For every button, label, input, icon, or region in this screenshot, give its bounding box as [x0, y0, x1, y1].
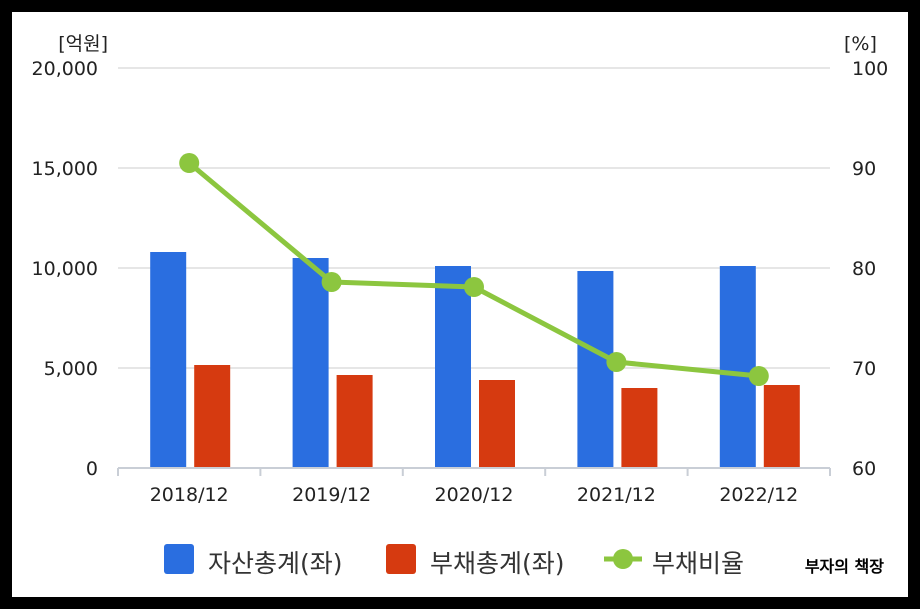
legend-swatch [386, 544, 416, 574]
watermark: 부자의 책장 [804, 557, 884, 576]
bar [719, 266, 756, 468]
line-layer [179, 153, 769, 386]
x-tick-label: 2019/12 [292, 484, 371, 506]
left-tick-label: 15,000 [32, 158, 98, 180]
chart-frame: 0 60 5,000 70 10,000 80 15,000 90 20,000 100 2018/… [12, 12, 908, 597]
legend-marker [613, 549, 633, 569]
left-tick-label: 10,000 [32, 258, 98, 280]
right-tick-label: 90 [852, 158, 876, 180]
bar [435, 266, 471, 468]
x-tick-label: 2020/12 [435, 484, 514, 506]
ratio-point [321, 272, 342, 292]
bar [763, 385, 800, 468]
left-axis-unit: [억원] [58, 33, 108, 55]
bar [336, 375, 373, 468]
bar [292, 258, 329, 468]
bar [479, 380, 515, 468]
legend-label: 부채총계(좌) [430, 549, 565, 578]
left-tick-label: 20,000 [32, 58, 98, 80]
legend: 자산총계(좌) 부채총계(좌) 부채비율 [164, 544, 744, 578]
x-tick-label: 2018/12 [150, 484, 229, 506]
legend-label: 자산총계(좌) [208, 549, 343, 578]
ratio-point [179, 153, 200, 173]
axis-layer: 0 60 5,000 70 10,000 80 15,000 90 20,000 100 2018/… [32, 58, 889, 506]
right-tick-label: 100 [852, 58, 888, 80]
x-tick-label: 2021/12 [577, 484, 656, 506]
x-tick-label: 2022/12 [719, 484, 798, 506]
chart-svg: 0 60 5,000 70 10,000 80 15,000 90 20,000 100 2018/… [32, 33, 889, 578]
right-tick-label: 80 [852, 258, 876, 280]
bar [150, 252, 187, 468]
legend-swatch [164, 544, 194, 574]
right-tick-label: 70 [852, 358, 876, 380]
right-tick-label: 60 [852, 458, 876, 480]
bar-layer [150, 252, 800, 468]
bar [577, 271, 614, 468]
ratio-point [606, 352, 627, 372]
bar [194, 365, 231, 468]
legend-label: 부채비율 [652, 549, 744, 578]
grid-layer [118, 67, 830, 369]
left-tick-label: 5,000 [44, 358, 98, 380]
bar [621, 388, 658, 468]
ratio-point [464, 277, 484, 297]
right-axis-unit: [%] [844, 33, 877, 55]
ratio-point [748, 366, 769, 386]
ratio-line [187, 161, 760, 379]
left-tick-label: 0 [86, 458, 98, 480]
